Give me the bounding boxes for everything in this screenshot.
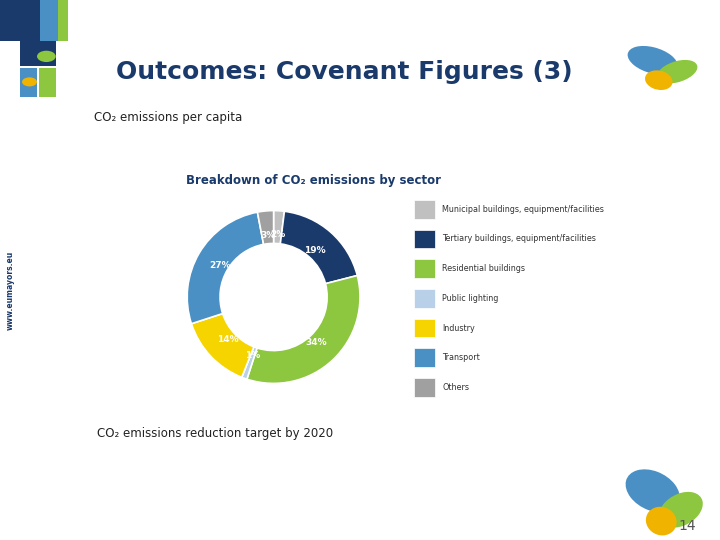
Wedge shape [258, 211, 274, 245]
Circle shape [22, 77, 37, 86]
Wedge shape [192, 314, 254, 377]
Ellipse shape [628, 46, 678, 75]
Wedge shape [280, 211, 357, 284]
Bar [414, 200, 436, 219]
Text: 113 Mt CO₂ eq.: 113 Mt CO₂ eq. [246, 472, 334, 482]
Text: Municipal buildings, equipment/facilities: Municipal buildings, equipment/facilitie… [442, 205, 604, 214]
Bar [58, 0, 68, 40]
Ellipse shape [646, 507, 677, 536]
Bar [0, 0, 40, 40]
Bar [40, 0, 58, 40]
Text: 34%: 34% [305, 338, 327, 347]
Text: 1%: 1% [245, 351, 260, 360]
Bar [414, 378, 436, 397]
Bar [20, 40, 55, 66]
Wedge shape [187, 212, 264, 323]
Text: Life Cycle Assessment: Life Cycle Assessment [131, 184, 253, 194]
Text: Emission factors adopted by signatories: Emission factors adopted by signatories [89, 141, 294, 150]
Circle shape [37, 51, 55, 62]
Text: CO₂ emissions per capita: CO₂ emissions per capita [94, 111, 242, 124]
Text: 14: 14 [679, 519, 696, 534]
Text: Outcomes: Covenant Figures (3): Outcomes: Covenant Figures (3) [117, 60, 573, 84]
Ellipse shape [657, 60, 698, 83]
Wedge shape [242, 347, 257, 379]
Bar [414, 259, 436, 278]
Ellipse shape [626, 469, 680, 512]
Bar [414, 348, 436, 367]
Ellipse shape [659, 492, 703, 528]
Text: Residential buildings: Residential buildings [442, 264, 526, 273]
Text: Tertiary buildings, equipment/facilities: Tertiary buildings, equipment/facilities [442, 234, 596, 244]
Wedge shape [247, 275, 360, 383]
Ellipse shape [645, 70, 672, 90]
Text: Public lighting: Public lighting [442, 294, 499, 303]
Text: www.eumayors.eu: www.eumayors.eu [6, 251, 14, 330]
Bar [414, 319, 436, 338]
Bar [414, 289, 436, 308]
Bar [39, 68, 55, 97]
Text: 3%: 3% [260, 231, 275, 240]
Text: Industry: Industry [442, 323, 475, 333]
Text: Breakdown of CO₂ emissions by sector: Breakdown of CO₂ emissions by sector [186, 174, 441, 187]
Text: 19%: 19% [304, 246, 325, 255]
Text: 14%: 14% [217, 335, 239, 344]
Text: 29%: 29% [138, 472, 162, 482]
Text: Others: Others [442, 383, 469, 392]
Text: 27%: 27% [210, 261, 231, 270]
Text: IPCC: IPCC [179, 164, 204, 173]
Bar [20, 68, 37, 97]
Text: 12: 12 [343, 184, 357, 194]
Text: CO₂ emissions reduction target: CO₂ emissions reduction target [148, 448, 320, 458]
Text: 7: 7 [347, 164, 354, 173]
Text: CO₂ emissions reduction target by 2020: CO₂ emissions reduction target by 2020 [97, 427, 333, 440]
Text: 2%: 2% [270, 231, 285, 239]
Text: tonnes CO₂ eq./capita: tonnes CO₂ eq./capita [295, 141, 405, 150]
Text: Transport: Transport [442, 353, 480, 362]
Wedge shape [274, 211, 284, 244]
Bar [414, 230, 436, 248]
